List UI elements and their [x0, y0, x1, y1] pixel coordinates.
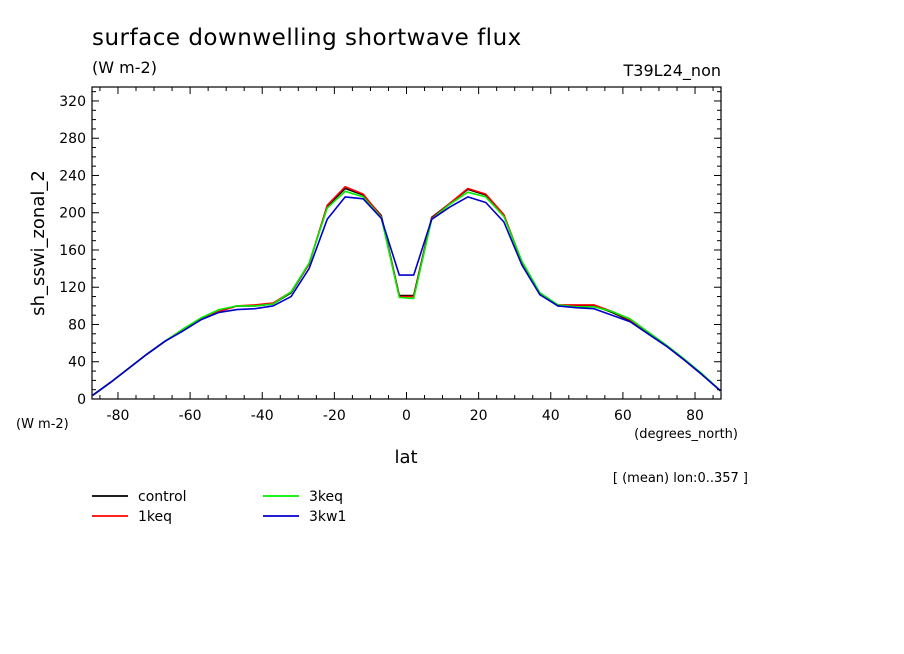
legend-label-3keq: 3keq [309, 489, 343, 505]
legend: control 1keq 3keq 3kw1 [92, 489, 346, 525]
y-tick-label: 80 [68, 317, 86, 333]
y-axis-title: sh_sswi_zonal_2 [28, 170, 49, 316]
x-tick-label: 0 [402, 408, 411, 424]
series-line-1keq [92, 185, 721, 396]
chart-title: surface downwelling shortwave flux [92, 25, 522, 51]
series-line-3keq [92, 190, 721, 396]
x-tick-label: -80 [107, 408, 130, 424]
y-axis-units: (W m-2) [16, 417, 69, 432]
y-tick-label: 320 [59, 94, 86, 110]
legend-label-control: control [138, 489, 187, 505]
y-tick-label: 40 [68, 355, 86, 371]
y-tick-label: 160 [59, 243, 86, 259]
y-tick-label: 200 [59, 206, 86, 222]
y-tick-label: 280 [59, 131, 86, 147]
legend-label-1keq: 1keq [138, 509, 172, 525]
x-tick-label: -40 [251, 408, 274, 424]
plot-frame [91, 86, 722, 400]
axis-ticks: -80 -60 -40 -20 0 20 40 60 80 0 40 80 120 160 200 240 28… [59, 87, 721, 424]
x-tick-label: 80 [686, 408, 704, 424]
x-axis-title: lat [394, 447, 417, 468]
legend-label-3kw1: 3kw1 [309, 509, 346, 525]
mean-note: [ (mean) lon:0..357 ] [613, 471, 748, 486]
y-tick-label: 0 [77, 392, 86, 408]
x-tick-label: -20 [323, 408, 346, 424]
x-tick-label: 60 [614, 408, 632, 424]
chart-units: (W m-2) [92, 58, 157, 77]
x-tick-label: 20 [470, 408, 488, 424]
x-tick-label: 40 [542, 408, 560, 424]
series-layer [92, 185, 721, 396]
x-tick-label: -60 [179, 408, 202, 424]
run-label: T39L24_non [623, 61, 721, 81]
x-axis-units: (degrees_north) [634, 427, 738, 442]
series-line-control [92, 187, 721, 396]
y-tick-label: 240 [59, 168, 86, 184]
series-line-3kw1 [92, 196, 721, 396]
y-tick-label: 120 [59, 280, 86, 296]
